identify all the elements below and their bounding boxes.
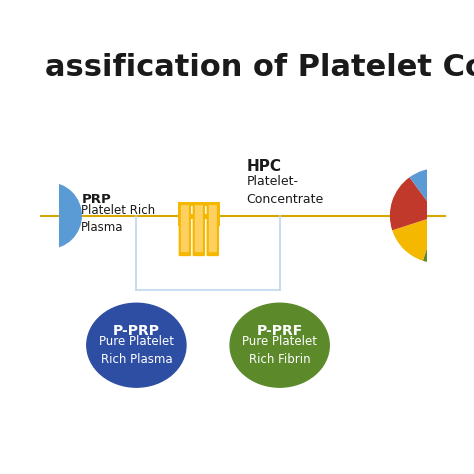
Text: Platelet-
Concentrate: Platelet- Concentrate xyxy=(246,174,324,206)
Text: HPC: HPC xyxy=(246,159,282,174)
Wedge shape xyxy=(390,177,438,230)
FancyBboxPatch shape xyxy=(209,205,217,252)
Text: P-PRF: P-PRF xyxy=(256,324,303,338)
Wedge shape xyxy=(423,168,474,263)
Ellipse shape xyxy=(87,303,186,387)
FancyBboxPatch shape xyxy=(192,203,205,256)
Text: P-PRP: P-PRP xyxy=(113,324,160,338)
FancyBboxPatch shape xyxy=(207,203,219,256)
FancyBboxPatch shape xyxy=(181,205,189,252)
Text: Pure Platelet
Rich Plasma: Pure Platelet Rich Plasma xyxy=(99,335,174,366)
Text: PRP: PRP xyxy=(82,193,111,206)
Wedge shape xyxy=(410,168,438,216)
Text: Pure Platelet
Rich Fibrin: Pure Platelet Rich Fibrin xyxy=(242,335,317,366)
FancyBboxPatch shape xyxy=(178,214,220,219)
Text: assification of Platelet Conce: assification of Platelet Conce xyxy=(45,53,474,82)
FancyBboxPatch shape xyxy=(178,204,181,226)
FancyBboxPatch shape xyxy=(195,205,203,252)
Ellipse shape xyxy=(230,303,329,387)
Wedge shape xyxy=(392,216,438,261)
Ellipse shape xyxy=(15,183,82,248)
FancyBboxPatch shape xyxy=(217,204,220,226)
Text: Platelet Rich
Plasma: Platelet Rich Plasma xyxy=(82,204,155,234)
FancyBboxPatch shape xyxy=(178,202,220,206)
FancyBboxPatch shape xyxy=(179,203,191,256)
